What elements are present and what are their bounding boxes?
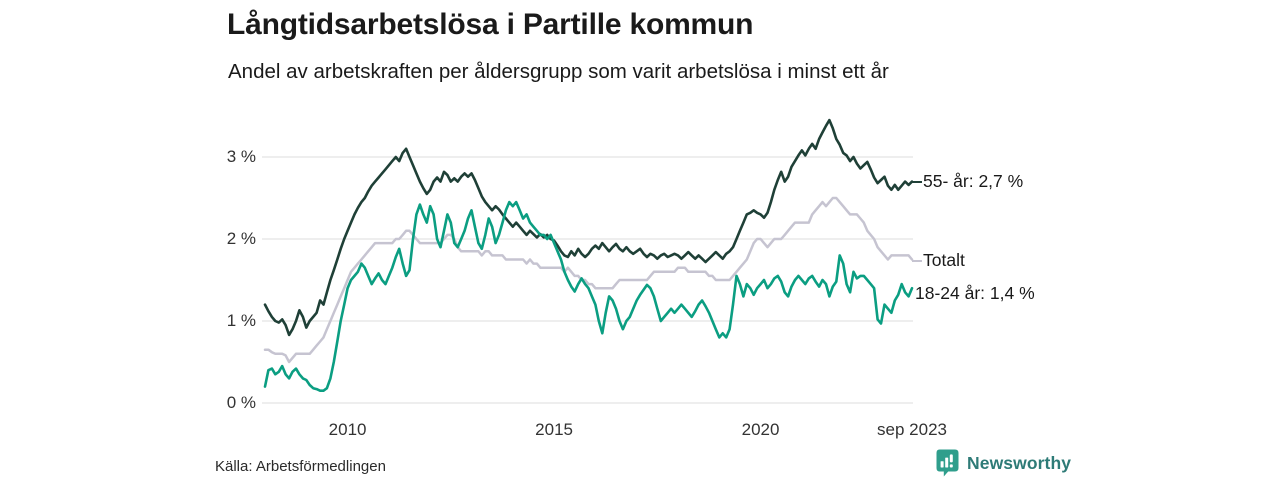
- x-tick-label: 2015: [535, 420, 573, 439]
- end-label-text: Totalt: [923, 250, 965, 270]
- y-tick-label: 0 %: [226, 393, 256, 412]
- end-label-age55: 55- år: 2,7 %: [912, 171, 1023, 193]
- x-tick-label: 2020: [741, 420, 780, 439]
- series-end-tick: [912, 259, 922, 262]
- series-line-total: [263, 196, 914, 364]
- series-end-tick: [912, 180, 922, 183]
- end-label-total: Totalt: [912, 250, 965, 272]
- chart-subtitle: Andel av arbetskraften per åldersgrupp s…: [228, 60, 889, 83]
- newsworthy-logo: Newsworthy: [936, 449, 1071, 477]
- y-tick-label: 1 %: [226, 311, 256, 330]
- y-tick-label: 3 %: [226, 147, 256, 166]
- source-note: Källa: Arbetsförmedlingen: [215, 458, 386, 475]
- series-line-age1824: [263, 200, 914, 392]
- brand-wordmark: Newsworthy: [967, 452, 1072, 473]
- x-tick-label: sep 2023: [877, 420, 947, 439]
- end-label-text: 18-24 år: 1,4 %: [915, 282, 1035, 303]
- end-label-age1824: 18-24 år: 1,4 %: [912, 282, 1035, 304]
- y-tick-label: 2 %: [226, 229, 256, 248]
- x-tick-label: 2010: [328, 420, 367, 439]
- series-line-age55: [263, 118, 914, 337]
- page-title: Långtidsarbetslösa i Partille kommun: [227, 8, 754, 41]
- end-label-text: 55- år: 2,7 %: [923, 171, 1024, 192]
- bar-chart-speech-bubble-icon: [936, 449, 959, 477]
